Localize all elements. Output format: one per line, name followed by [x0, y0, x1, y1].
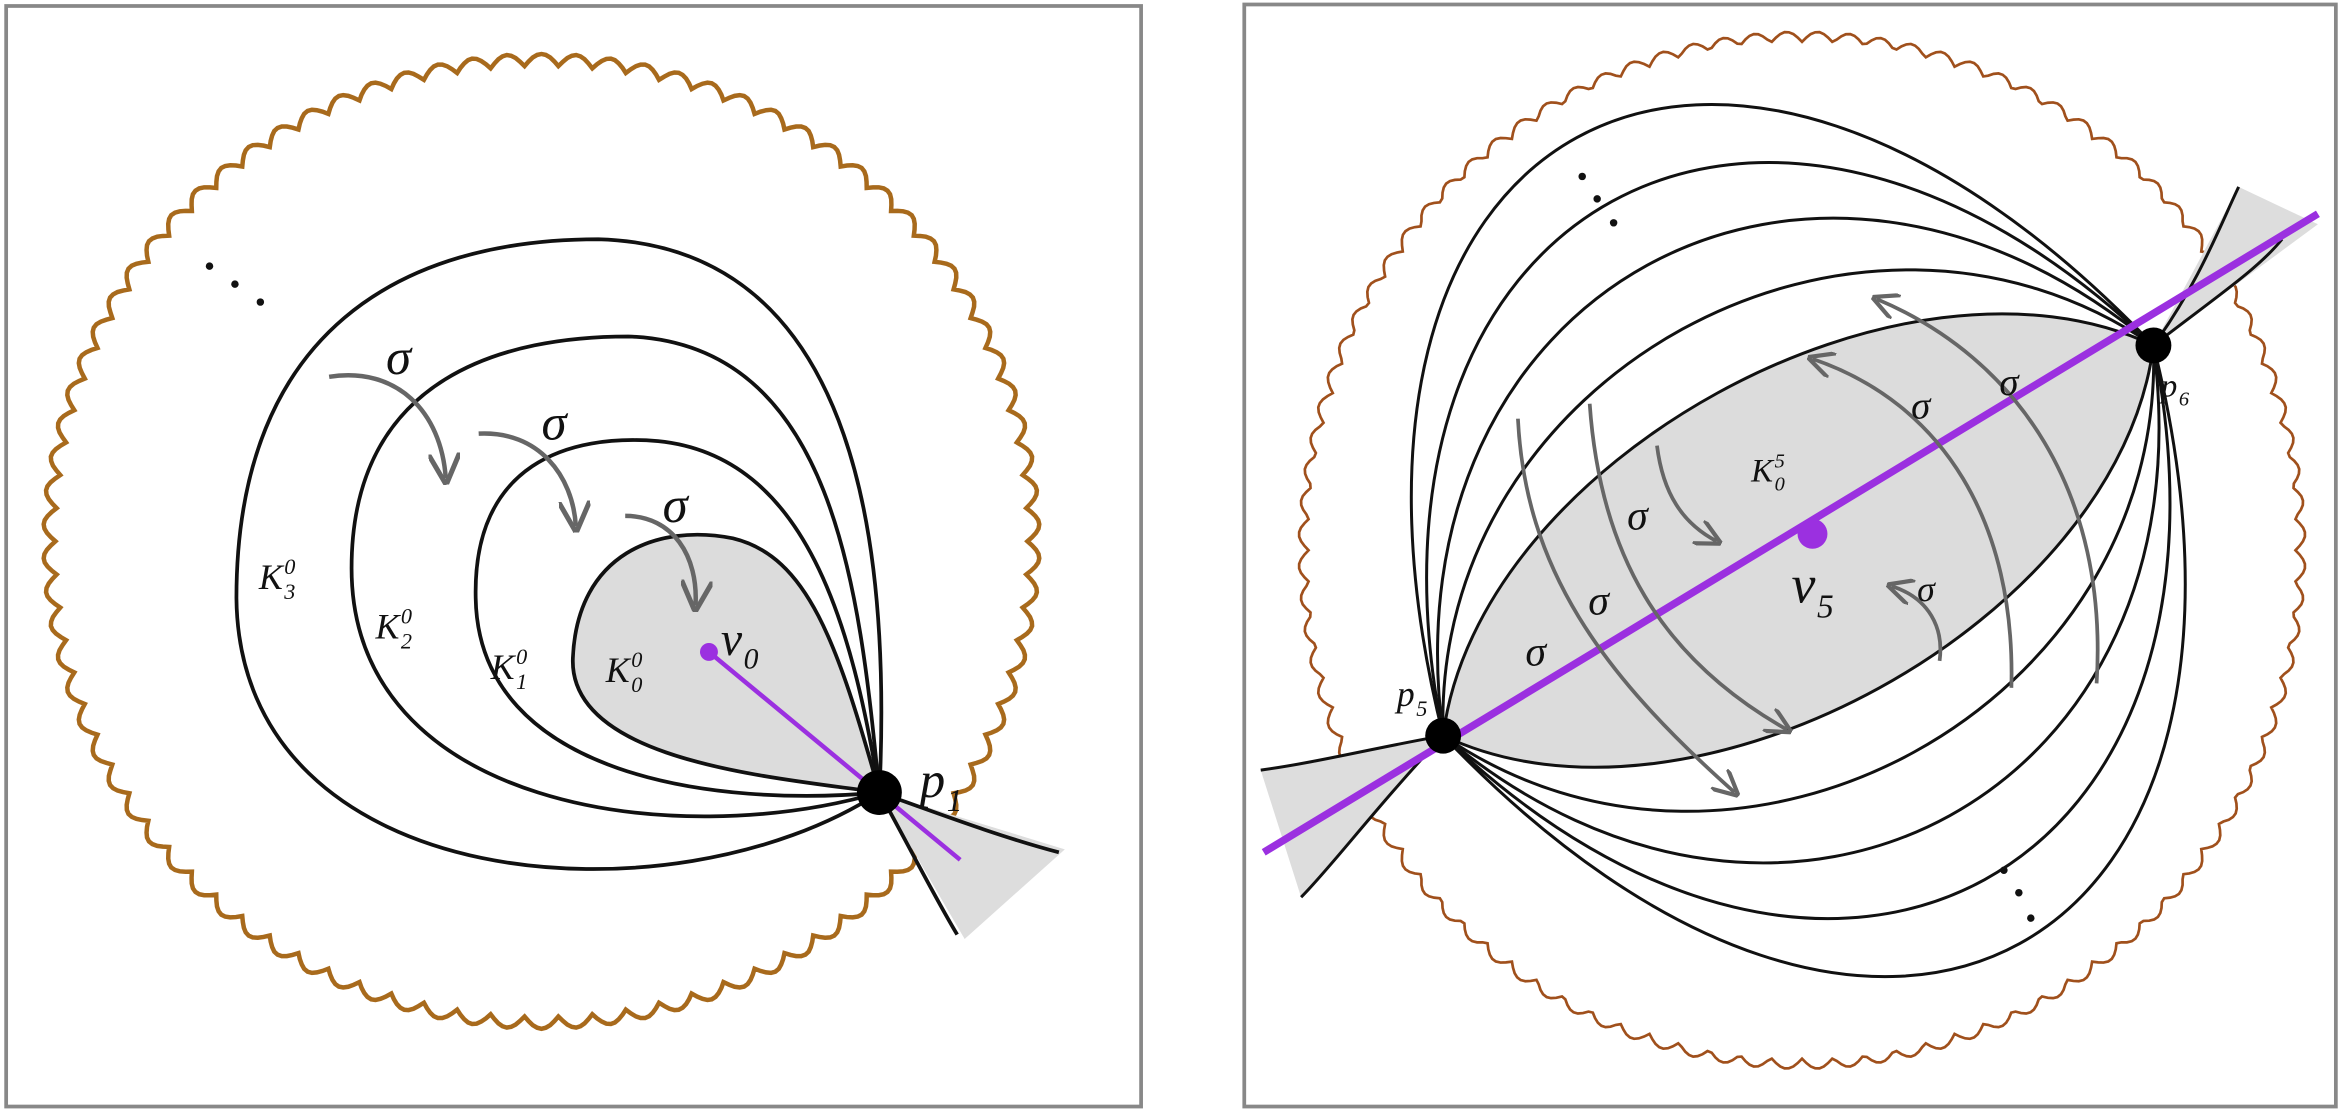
right-panel-frame — [1242, 2, 2338, 1109]
label: K — [490, 647, 517, 687]
region-k3 — [234, 237, 884, 871]
ellipsis-dot — [1578, 172, 1586, 181]
sigma-arrow — [1877, 299, 2100, 684]
point-p6 — [2135, 327, 2172, 364]
lens-curve — [1409, 102, 2155, 737]
sigma-arrow — [478, 431, 576, 526]
sigma-arrow — [1587, 403, 1787, 730]
sigma-arrow — [1516, 418, 1735, 793]
label-subscript: 6 — [2179, 388, 2190, 410]
label-superscript: 0 — [516, 644, 527, 669]
region-k2 — [349, 334, 882, 819]
sigma-arrow — [328, 373, 446, 478]
tail-curves — [1260, 186, 2284, 899]
ellipsis-dot — [1609, 219, 1618, 227]
lens-curve — [1425, 161, 2155, 736]
outer-boundary — [1297, 30, 2307, 1070]
label: p — [917, 752, 945, 808]
lens-curve — [1442, 345, 2187, 979]
sigma-arrow — [1655, 445, 1717, 542]
outer-boundary — [41, 51, 1042, 1032]
label: σ — [1627, 493, 1649, 539]
lens-curve — [1442, 345, 2172, 920]
label: σ — [1525, 629, 1547, 675]
ellipsis-dot — [205, 262, 214, 270]
vertex-v5 — [1797, 518, 1828, 549]
ellipsis-dot — [2015, 888, 2023, 897]
label: K — [374, 606, 401, 646]
label: K — [1750, 453, 1775, 489]
label-superscript: 5 — [1775, 451, 1785, 473]
label: p — [2159, 368, 2177, 404]
label-subscript: 2 — [401, 629, 412, 654]
label-subscript: 5 — [1817, 589, 1834, 626]
label-subscript: 3 — [283, 579, 295, 604]
point-p1 — [856, 770, 902, 815]
label: p — [1394, 674, 1415, 714]
region-k1 — [473, 438, 882, 798]
shaded-lens — [1443, 313, 2154, 768]
point-p5 — [1425, 717, 1462, 754]
label-superscript: 0 — [631, 647, 642, 672]
label-subscript: 0 — [1775, 474, 1785, 496]
label-subscript: 0 — [744, 643, 759, 675]
label: σ — [1999, 361, 2020, 404]
vertex-v0 — [699, 642, 718, 661]
tail-curves — [877, 790, 1060, 936]
sigma-arrow — [1892, 586, 1943, 662]
ellipsis-dot — [1593, 195, 1601, 203]
label-subscript: 1 — [947, 783, 963, 818]
label-subscript: 5 — [1416, 696, 1427, 721]
lens-curve — [1441, 268, 2155, 736]
label: v — [1792, 555, 1816, 615]
label: v — [721, 613, 743, 666]
label: σ — [386, 329, 413, 385]
label: σ — [541, 395, 568, 451]
label: σ — [663, 477, 690, 533]
label-subscript: 0 — [631, 672, 642, 697]
label: σ — [1911, 385, 1932, 428]
shaded-wedge — [1260, 186, 2318, 898]
label: K — [258, 557, 285, 597]
lens-curve — [1436, 216, 2155, 736]
lens-curve — [1442, 345, 2155, 769]
sigma-arrow — [1812, 359, 2014, 688]
ellipsis-dot — [231, 280, 239, 288]
purple-segment — [707, 650, 962, 862]
left-panel-frame — [4, 4, 1143, 1109]
lens-curve — [1441, 312, 2155, 736]
sigma-arrow — [625, 513, 696, 606]
label-superscript: 0 — [401, 603, 412, 628]
ellipsis-dot — [256, 298, 265, 306]
label-superscript: 0 — [284, 554, 295, 579]
lens-curve — [1442, 345, 2161, 865]
label: σ — [1588, 579, 1610, 625]
label: σ — [1917, 569, 1936, 609]
ellipsis-dot — [2027, 914, 2035, 922]
lens-curve — [1442, 345, 2155, 813]
label: K — [605, 650, 632, 690]
label-subscript: 1 — [516, 669, 527, 694]
